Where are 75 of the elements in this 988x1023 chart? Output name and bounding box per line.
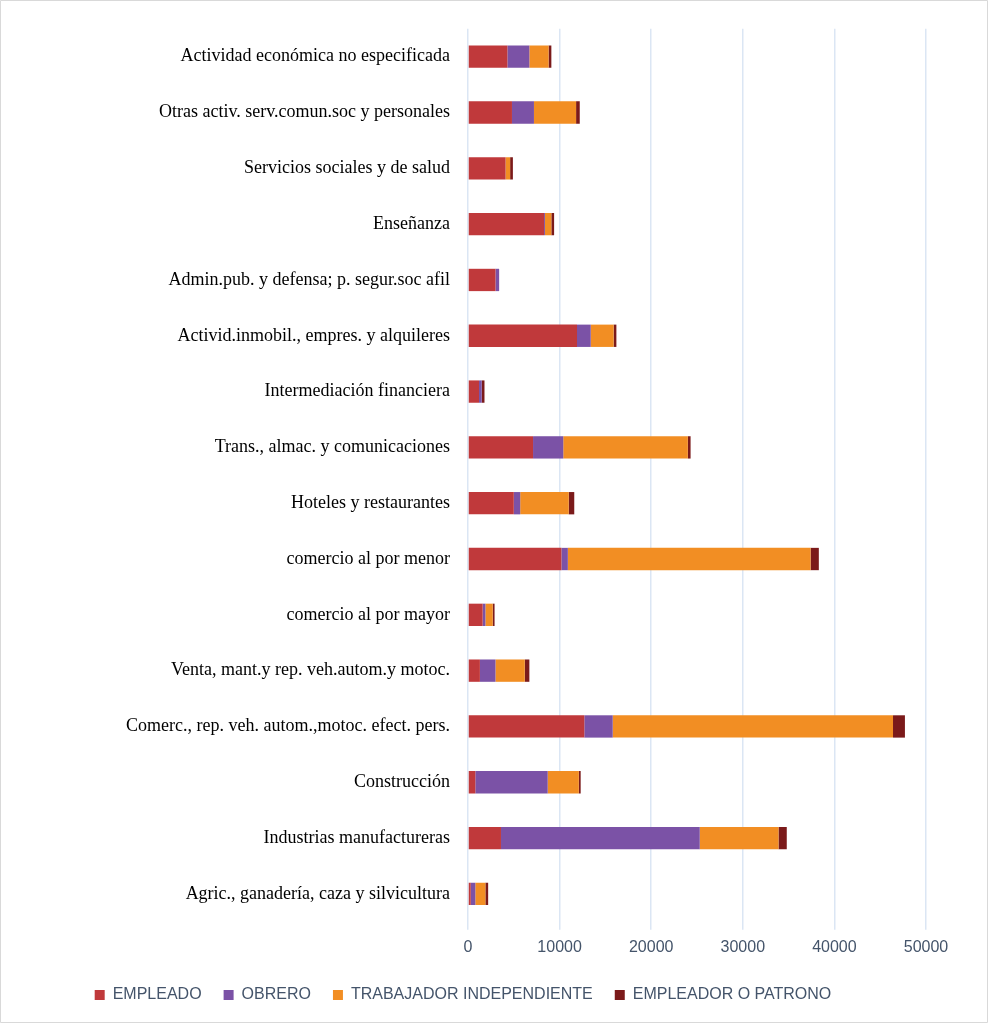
y-tick-label: Hoteles y restaurantes: [291, 491, 450, 512]
bar: [485, 882, 489, 906]
x-tick-label: 20000: [628, 937, 674, 955]
bar: [563, 436, 688, 459]
legend-label: EMPLEADOR O PATRONO: [632, 985, 832, 1003]
bar: [468, 826, 501, 850]
bar: [500, 826, 700, 850]
y-tick-label: Enseñanza: [373, 212, 450, 233]
bar: [529, 45, 549, 68]
bar: [576, 101, 580, 124]
bar: [533, 101, 577, 124]
y-tick-label: Servicios sociales y de salud: [244, 157, 450, 178]
y-tick-label: Trans., almac. y comunicaciones: [214, 436, 450, 457]
y-tick-label: Agric., ganadería, caza y silvicultura: [185, 882, 451, 903]
bar: [511, 101, 534, 124]
bar: [468, 492, 514, 515]
y-tick-label: Intermediación financiera: [264, 380, 450, 401]
bar: [524, 659, 530, 682]
legend-label: EMPLEADO: [112, 985, 202, 1003]
x-tick-label: 0: [463, 937, 473, 955]
bar: [520, 492, 569, 515]
bar: [699, 826, 779, 850]
y-tick-label: comercio al por mayor: [286, 603, 450, 624]
bar: [468, 715, 585, 738]
x-tick-label: 30000: [720, 937, 766, 955]
bar: [567, 547, 811, 571]
y-tick-label: Comerc., rep. veh. autom.,motoc. efect. pers.: [126, 715, 450, 736]
bar: [468, 324, 577, 347]
bar: [468, 603, 483, 626]
bar: [468, 157, 506, 180]
y-tick-label: comercio al por menor: [286, 547, 450, 568]
y-tick-label: Admin.pub. y defensa; p. segur.soc afil: [168, 268, 450, 289]
bar: [810, 547, 819, 571]
bar: [479, 659, 496, 682]
bar: [468, 771, 476, 794]
bar: [544, 212, 552, 236]
bar: [577, 324, 591, 347]
bar: [778, 826, 787, 850]
legend-label: OBRERO: [241, 985, 311, 1003]
bar: [893, 715, 905, 738]
bar: [468, 659, 480, 682]
y-tick-label: Actividad económica no especificada: [180, 45, 450, 66]
bar: [687, 436, 691, 459]
bar: [468, 436, 534, 459]
bar: [513, 492, 521, 515]
bar: [485, 603, 493, 626]
bar: [495, 659, 525, 682]
y-tick-label: Construcción: [354, 771, 450, 791]
bar: [584, 715, 613, 738]
y-tick-label: Otras activ. serv.comun.soc y personales: [158, 101, 450, 122]
bar: [510, 157, 513, 180]
bar: [561, 547, 568, 571]
bar: [590, 324, 614, 347]
bar: [507, 45, 530, 68]
bar: [468, 212, 545, 236]
bar: [547, 771, 579, 794]
bar: [612, 715, 894, 738]
bar: [551, 212, 555, 236]
bar: [468, 45, 508, 68]
y-tick-label: Industrias manufactureras: [263, 826, 450, 847]
bar: [468, 101, 512, 124]
bar: [468, 882, 471, 906]
bar: [468, 268, 496, 292]
x-tick-label: 50000: [903, 937, 949, 955]
x-tick-label: 40000: [812, 937, 857, 955]
y-tick-label: Venta, mant.y rep. veh.autom.y motoc.: [171, 659, 450, 680]
bar: [475, 771, 548, 794]
bar: [495, 268, 500, 292]
bar: [533, 436, 564, 459]
bar: [468, 547, 562, 571]
x-tick-label: 10000: [537, 937, 582, 955]
legend-label: TRABAJADOR INDEPENDIENTE: [350, 985, 593, 1003]
bar: [468, 380, 479, 403]
bar: [475, 882, 486, 906]
y-tick-label: Activid.inmobil., empres. y alquileres: [177, 324, 450, 345]
